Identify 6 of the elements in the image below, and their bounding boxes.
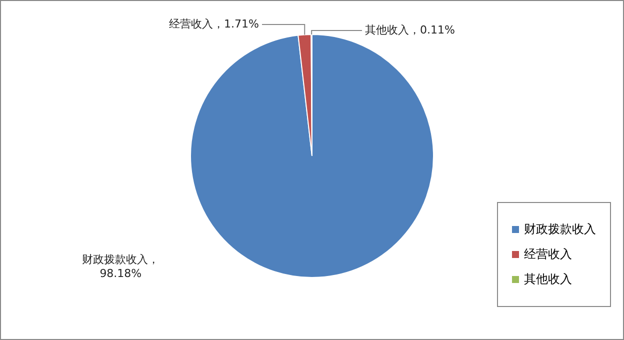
legend-label: 其他收入: [524, 271, 572, 288]
data-label: 财政拨款收入，98.18%: [82, 253, 160, 280]
data-label: 其他收入，0.11%: [365, 23, 455, 36]
legend-label: 经营收入: [524, 246, 572, 263]
legend-label: 财政拨款收入: [524, 221, 596, 238]
data-label: 经营收入，1.71%: [169, 17, 259, 30]
